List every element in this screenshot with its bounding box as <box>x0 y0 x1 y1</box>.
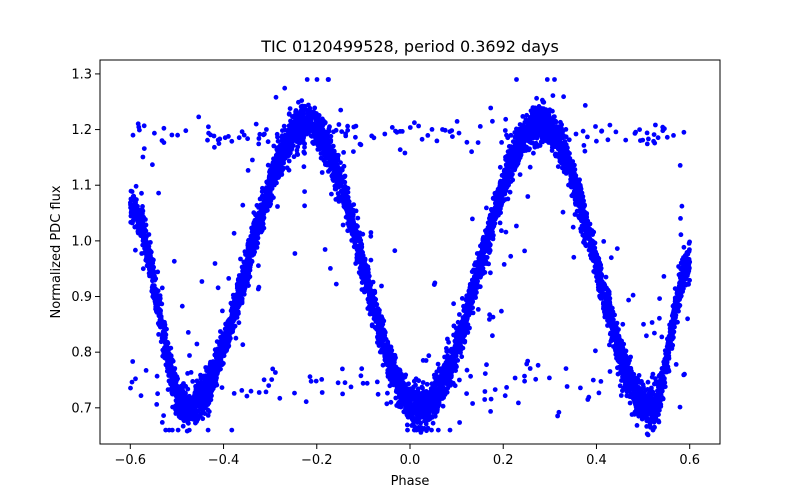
data-point <box>148 240 153 245</box>
data-point <box>354 255 360 261</box>
data-point <box>484 205 489 211</box>
data-point <box>155 269 161 275</box>
data-point <box>174 374 180 380</box>
data-point <box>190 379 196 384</box>
data-point <box>659 388 665 394</box>
data-point <box>246 274 252 280</box>
data-point <box>607 342 612 348</box>
data-point <box>413 382 418 388</box>
data-point <box>654 412 659 418</box>
data-point <box>649 385 654 391</box>
data-point <box>319 170 325 175</box>
data-point <box>621 341 627 347</box>
data-point <box>499 172 505 178</box>
data-point <box>570 193 576 199</box>
data-point <box>180 423 186 429</box>
data-point <box>687 277 692 283</box>
data-point <box>444 346 449 351</box>
data-point <box>287 106 293 111</box>
data-point <box>499 228 504 234</box>
data-point <box>290 114 296 120</box>
data-point <box>183 383 189 389</box>
data-point <box>505 149 511 155</box>
data-point <box>238 256 243 262</box>
data-point <box>530 105 536 110</box>
data-point <box>555 164 561 170</box>
data-point <box>423 421 429 427</box>
data-point <box>256 205 261 210</box>
data-point <box>644 424 650 429</box>
data-point <box>295 152 301 158</box>
data-point <box>275 138 281 144</box>
data-point <box>645 379 651 385</box>
data-point <box>380 362 386 368</box>
data-point <box>627 400 633 406</box>
data-point <box>280 128 285 134</box>
data-point <box>677 293 683 299</box>
data-point <box>469 300 475 306</box>
data-point <box>215 365 220 370</box>
data-point <box>338 160 343 166</box>
data-point <box>527 164 533 170</box>
data-point <box>229 309 235 314</box>
data-point <box>587 231 592 236</box>
data-point <box>603 274 609 280</box>
data-point <box>393 395 399 401</box>
data-point <box>358 272 364 277</box>
data-point <box>294 147 300 153</box>
data-point <box>484 255 490 260</box>
data-point <box>343 214 349 220</box>
data-point <box>233 335 239 341</box>
data-point <box>520 114 526 119</box>
data-point <box>440 403 446 409</box>
data-point <box>206 409 212 414</box>
data-point <box>281 160 286 166</box>
data-point <box>634 423 640 428</box>
data-point <box>317 146 322 152</box>
data-point <box>156 332 162 337</box>
data-point <box>194 383 200 389</box>
data-point <box>301 149 307 155</box>
data-point <box>296 99 301 105</box>
data-point <box>459 354 465 360</box>
data-point <box>534 95 539 101</box>
data-point <box>351 202 357 208</box>
data-point <box>424 381 430 387</box>
data-point <box>636 373 642 378</box>
data-point <box>435 361 441 367</box>
data-point <box>566 137 572 143</box>
data-point <box>577 177 582 183</box>
data-point <box>236 320 242 326</box>
data-point <box>420 385 425 391</box>
data-point <box>665 336 670 342</box>
data-point <box>293 108 299 113</box>
data-point <box>441 391 447 396</box>
data-point <box>368 257 374 263</box>
data-point <box>459 296 465 301</box>
data-point <box>328 133 334 139</box>
data-point <box>453 368 458 373</box>
data-point <box>507 189 513 195</box>
data-point <box>279 133 285 139</box>
data-point <box>498 206 503 212</box>
data-point <box>420 380 426 385</box>
data-point <box>681 244 687 250</box>
data-points <box>127 77 693 438</box>
data-point <box>586 236 592 242</box>
data-point <box>360 250 365 255</box>
data-point <box>517 172 523 178</box>
data-point <box>129 189 135 195</box>
data-point <box>421 389 427 395</box>
data-point <box>445 385 451 391</box>
data-point <box>312 105 318 111</box>
chart-title: TIC 0120499528, period 0.3692 days <box>260 37 559 56</box>
data-point <box>361 277 366 283</box>
data-point <box>457 312 462 317</box>
data-point <box>497 164 503 170</box>
data-point <box>615 371 621 377</box>
data-point <box>286 158 292 164</box>
data-point <box>645 387 650 392</box>
